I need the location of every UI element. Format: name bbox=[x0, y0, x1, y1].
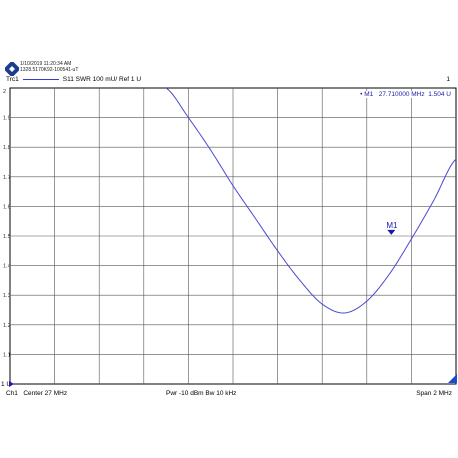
instrument-id: 1328.5170K92-100541-uT bbox=[20, 67, 79, 73]
channel-number: 1 bbox=[446, 76, 450, 83]
y-tick-label: 1.1 bbox=[3, 352, 11, 358]
marker-readout-label: • M1 bbox=[360, 91, 374, 98]
y-tick-label: 1.9 bbox=[3, 116, 11, 122]
y-tick-label: 1.3 bbox=[3, 293, 11, 299]
rohde-schwarz-logo-icon bbox=[5, 62, 19, 76]
footer-channel: Ch1 Center 27 MHz bbox=[6, 390, 67, 397]
y-tick-label: 1.8 bbox=[3, 145, 11, 151]
swr-trace-line bbox=[165, 87, 457, 314]
marker-readout: • M1 27.710000 MHz 1.504 U bbox=[359, 91, 452, 98]
corner-triangle-icon bbox=[448, 374, 457, 383]
reference-level-marker-icon bbox=[9, 381, 14, 387]
span-frequency: Span 2 MHz bbox=[416, 390, 452, 397]
marker-triangle-icon bbox=[387, 229, 396, 235]
y-tick-label: 1.4 bbox=[3, 264, 11, 270]
marker-readout-value: 1.504 U bbox=[428, 91, 451, 98]
screenshot-datetime: 1/10/2019 11:20:34 AM bbox=[20, 61, 72, 67]
trace-measurement: S11 SWR 100 mU/ Ref 1 U bbox=[62, 76, 142, 83]
marker-readout-frequency: 27.710000 MHz bbox=[378, 91, 425, 98]
y-tick-label: 1.2 bbox=[3, 323, 11, 329]
trace-id: Trc1 bbox=[6, 76, 19, 83]
channel-label: Ch1 bbox=[6, 390, 18, 397]
y-tick-label-top: 2 bbox=[3, 89, 6, 95]
center-frequency: Center 27 MHz bbox=[23, 390, 68, 397]
y-tick-label: 1.5 bbox=[3, 234, 11, 240]
y-ref-label: 1 U bbox=[1, 381, 11, 388]
power-bandwidth: Pwr -10 dBm Bw 10 kHz bbox=[166, 390, 237, 397]
marker-label: M1 bbox=[386, 221, 398, 230]
y-tick-label: 1.7 bbox=[3, 175, 11, 181]
trace-header[interactable]: Trc1 S11 SWR 100 mU/ Ref 1 U bbox=[6, 76, 141, 83]
trace-line-swatch bbox=[22, 78, 59, 80]
y-tick-label: 1.6 bbox=[3, 204, 11, 210]
